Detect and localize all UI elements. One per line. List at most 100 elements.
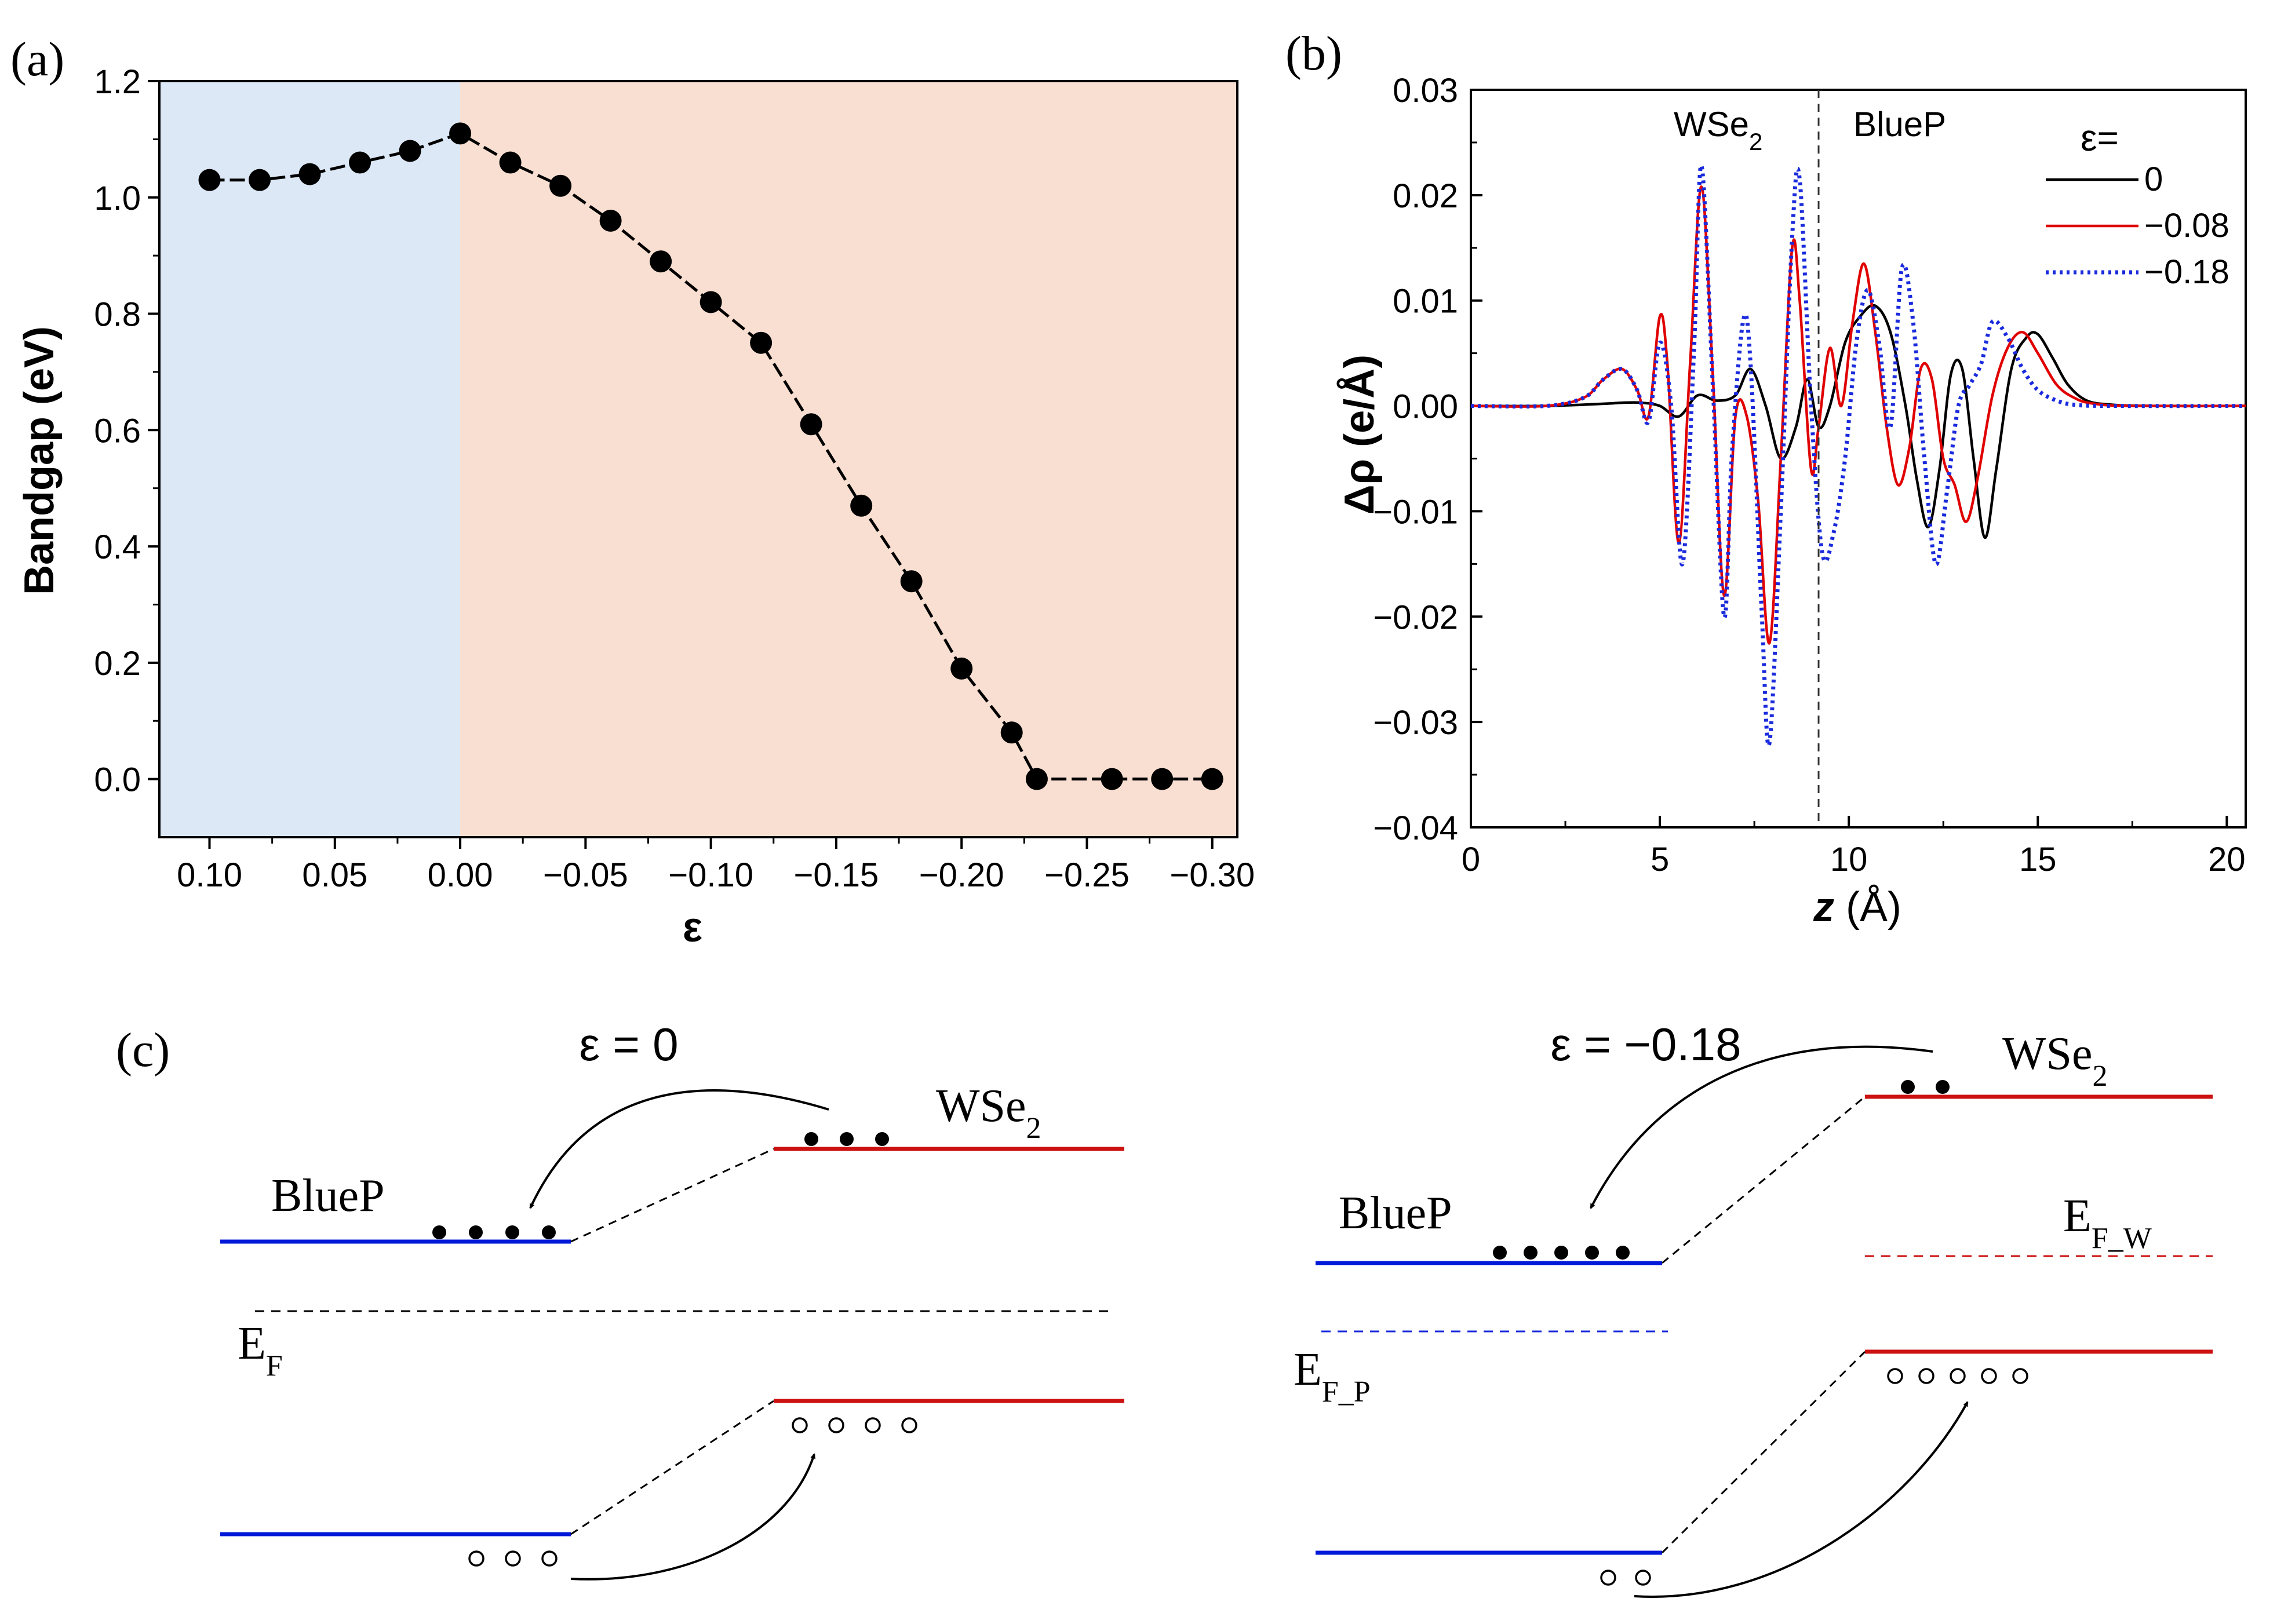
electron-dot <box>840 1132 854 1146</box>
legend-entry: 0 <box>2144 160 2163 198</box>
hole-circle <box>1950 1368 1966 1384</box>
x-tick-label: −0.25 <box>1044 856 1130 894</box>
hole-circle <box>1887 1368 1903 1384</box>
cbm-offset-line <box>570 1148 774 1243</box>
bandgap-point <box>900 570 923 593</box>
hole-circle <box>828 1417 844 1433</box>
bandgap-point <box>399 140 421 162</box>
holes-bluep <box>468 1550 558 1567</box>
panel-a-regions <box>159 81 1237 837</box>
electron-dot <box>1554 1246 1568 1260</box>
bandgap-point <box>950 657 973 680</box>
wse2-label: WSe2 <box>936 1081 1041 1145</box>
bandgap-point <box>800 413 822 436</box>
electron-dot <box>469 1225 483 1239</box>
y-tick-label: 0.02 <box>1393 177 1458 215</box>
bandgap-point <box>499 151 522 174</box>
electron-dot <box>1524 1246 1538 1260</box>
electron-dot <box>875 1132 889 1146</box>
bandgap-point <box>249 169 271 191</box>
panel-b-y-axis-label: Δρ (e/Å) <box>1336 355 1383 514</box>
region-label-bluep: BlueP <box>1853 105 1946 144</box>
bandgap-point <box>198 169 221 191</box>
shaded-region-1 <box>460 81 1237 837</box>
y-tick-label: 0.6 <box>94 412 141 450</box>
bandgap-point <box>349 151 371 174</box>
x-tick-label: 20 <box>2208 841 2246 878</box>
legend-title: ε= <box>2081 117 2119 159</box>
bandgap-point <box>1101 768 1123 790</box>
hole-circle <box>1918 1368 1934 1384</box>
x-tick-label: 0.10 <box>177 856 242 894</box>
shaded-region-0 <box>159 81 461 837</box>
y-tick-label: 0.01 <box>1393 283 1458 320</box>
electron-dot <box>1493 1246 1507 1260</box>
region-label-wse2: WSe2 <box>1674 105 1762 155</box>
bandgap-point <box>449 122 472 145</box>
electron-dot <box>1585 1246 1599 1260</box>
y-tick-label: −0.02 <box>1373 598 1458 636</box>
y-tick-label: 1.2 <box>94 63 141 101</box>
hole-circle <box>468 1550 484 1567</box>
series-line-2 <box>1470 163 2246 747</box>
bandgap-point <box>1000 721 1023 744</box>
band-diagram-strain-m018: ε = −0.18 EF_P EF_W BlueP WSe2 <box>1294 1019 2213 1598</box>
x-tick-label: 5 <box>1651 841 1669 878</box>
electrons-bluep <box>1493 1246 1630 1260</box>
hole-circle <box>901 1417 917 1433</box>
panel-label-b: (b) <box>1285 27 1342 81</box>
y-tick-label: 0.00 <box>1393 388 1458 426</box>
hole-circle <box>792 1417 808 1433</box>
wse2-label: WSe2 <box>2002 1028 2108 1093</box>
panel-b: (b) 0 5 10 15 20 −0.04 −0.03 −0.02 −0.01 0.00 0.01… <box>1285 27 2247 930</box>
holes-bluep <box>1600 1570 1651 1586</box>
y-tick-label: 0.2 <box>94 645 141 683</box>
y-tick-label: −0.03 <box>1373 704 1458 742</box>
bluep-label: BlueP <box>271 1170 385 1221</box>
y-tick-label: 0.8 <box>94 296 141 334</box>
bandgap-point <box>298 163 321 185</box>
electron-dot <box>505 1225 519 1239</box>
y-tick-label: 0.0 <box>94 761 141 799</box>
cbm-offset-line <box>1662 1096 1866 1264</box>
bandgap-point <box>1151 768 1174 790</box>
hole-circle <box>1635 1570 1651 1586</box>
x-tick-label: 10 <box>1830 841 1868 878</box>
bandgap-point <box>750 331 773 354</box>
electrons-wse2 <box>804 1132 889 1146</box>
panel-c: (c) ε = 0 EF BlueP WSe2 ε = −0.18 <box>116 1019 2213 1598</box>
y-tick-label: 0.4 <box>94 528 141 566</box>
x-tick-label: −0.10 <box>668 856 753 894</box>
x-tick-label: −0.15 <box>794 856 879 894</box>
x-tick-label: −0.20 <box>919 856 1004 894</box>
x-tick-label: 0 <box>1462 841 1480 878</box>
diagram-title-strain-0: ε = 0 <box>579 1019 678 1070</box>
y-tick-label: −0.04 <box>1373 809 1458 847</box>
electron-dot <box>432 1225 446 1239</box>
x-tick-label: −0.05 <box>543 856 628 894</box>
holes-wse2 <box>1887 1368 2028 1384</box>
vbm-offset-line <box>570 1400 774 1535</box>
legend-entry: −0.18 <box>2144 253 2229 291</box>
panel-a-axes: 0.10 0.05 0.00 −0.05 −0.10 −0.15 −0.20 −0.25 −0.… <box>94 63 1255 894</box>
legend-entry: −0.08 <box>2144 207 2229 244</box>
series-line-0 <box>1470 304 2246 539</box>
electron-dot <box>542 1225 556 1239</box>
wse2-fermi-level-label: EF_W <box>2063 1191 2152 1255</box>
hole-transfer-arrow <box>570 1453 816 1581</box>
electrons-wse2 <box>1901 1080 1950 1094</box>
y-tick-label: −0.01 <box>1373 493 1458 531</box>
diagram-title-strain-m018: ε = −0.18 <box>1550 1019 1741 1070</box>
panel-b-axes: 0 5 10 15 20 −0.04 −0.03 −0.02 −0.01 0.00 0.01 0.02… <box>1373 72 2247 878</box>
y-tick-label: 1.0 <box>94 180 141 217</box>
hole-circle <box>1600 1570 1616 1586</box>
x-tick-label: 0.00 <box>428 856 493 894</box>
band-diagram-strain-0: ε = 0 EF BlueP WSe2 <box>220 1019 1124 1581</box>
plot-frame <box>1470 89 2247 829</box>
electron-transfer-arrow <box>529 1089 829 1209</box>
bandgap-point <box>850 494 873 517</box>
x-tick-label: 15 <box>2019 841 2057 878</box>
electron-dot <box>804 1132 818 1146</box>
panel-b-x-axis-label: z (Å) <box>1813 884 1901 930</box>
